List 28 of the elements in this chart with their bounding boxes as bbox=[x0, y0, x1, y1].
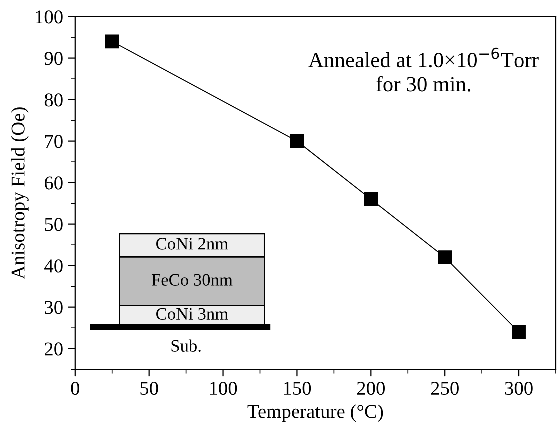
point bbox=[438, 250, 452, 264]
x-tick-label: 200 bbox=[357, 382, 385, 396]
point bbox=[364, 192, 378, 206]
point bbox=[290, 134, 304, 148]
point bbox=[105, 34, 120, 49]
x-tick-label: 50 bbox=[140, 382, 158, 396]
y-tick-label: 70 bbox=[45, 135, 63, 148]
annotation: CoNi 3nm bbox=[156, 308, 228, 320]
annotation: FeCo 30nm bbox=[152, 274, 233, 286]
y-axis-title: Anisotropy Field (Oe) bbox=[11, 108, 29, 280]
x-axis-title: Temperature (°C) bbox=[248, 404, 384, 422]
annotation: Sub. bbox=[172, 340, 201, 352]
annotation: CoNi 2nm bbox=[156, 238, 228, 250]
y-tick-label: 100 bbox=[36, 10, 63, 24]
y-tick-label: 30 bbox=[45, 301, 63, 314]
x-tick-label: 100 bbox=[210, 382, 238, 396]
x-tick-label: 0 bbox=[71, 382, 80, 396]
text: Annealed at 1.0×10$^{−6}$Torr for 30 min. bbox=[308, 48, 539, 92]
y-tick-label: 60 bbox=[44, 176, 63, 190]
y-tick-label: 40 bbox=[44, 260, 63, 273]
x-tick-label: 300 bbox=[505, 382, 533, 396]
point bbox=[512, 325, 526, 340]
x-tick-label: 250 bbox=[431, 382, 459, 396]
y-tick-label: 90 bbox=[44, 52, 63, 66]
y-tick-label: 20 bbox=[45, 342, 63, 356]
y-tick-label: 80 bbox=[44, 94, 63, 107]
x-tick-label: 150 bbox=[284, 382, 312, 396]
y-tick-label: 50 bbox=[45, 218, 63, 232]
